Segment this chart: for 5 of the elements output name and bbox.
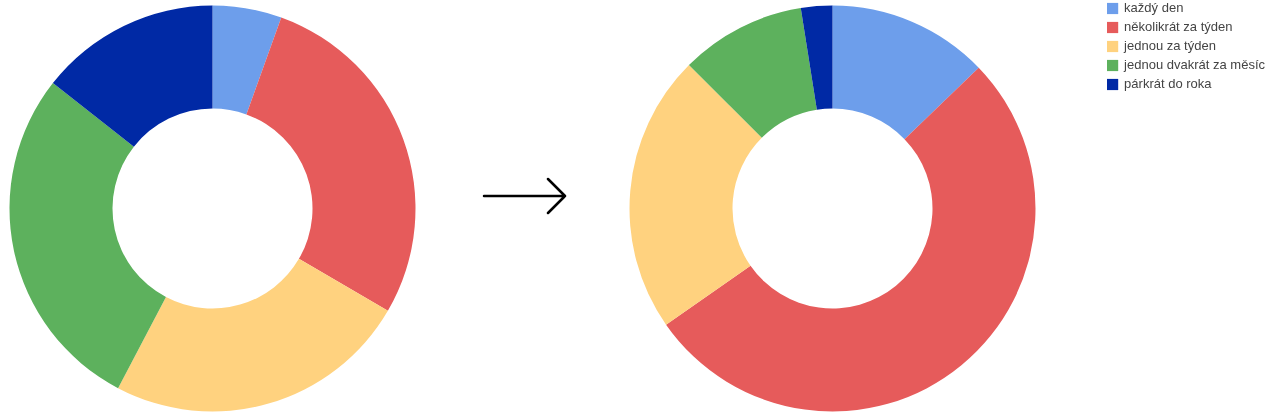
legend-label: každý den [1124, 0, 1184, 15]
legend-label: jednou dvakrát za měsíc [1124, 57, 1265, 72]
legend-label: párkrát do roka [1124, 76, 1212, 91]
legend-label: několikrát za týden [1124, 19, 1233, 34]
legend-label: jednou za týden [1124, 38, 1216, 53]
